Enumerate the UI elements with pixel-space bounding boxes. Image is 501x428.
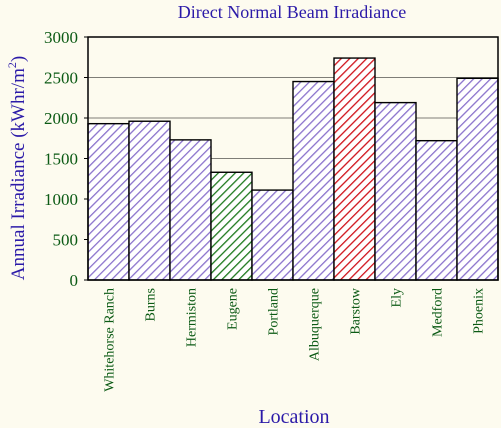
y-axis-label-text: Annual Irradiance (kWhr/m <box>8 68 29 280</box>
bar <box>415 139 458 281</box>
y-axis-label: Annual Irradiance (kWhr/m2) <box>5 56 29 280</box>
bar <box>128 120 171 281</box>
chart-title: Direct Normal Beam Irradiance <box>178 2 406 22</box>
bars-group <box>87 57 499 281</box>
bar <box>169 139 212 281</box>
y-tick-label: 1000 <box>44 190 78 209</box>
x-tick-label: Portland <box>267 288 282 335</box>
y-tick-label: 2500 <box>44 69 78 88</box>
y-tick-label: 500 <box>53 231 79 250</box>
bar <box>87 122 130 281</box>
x-tick-label: Burns <box>144 288 159 321</box>
bar <box>333 57 376 281</box>
x-tick-label: Eugene <box>226 288 241 330</box>
y-tick-label: 3000 <box>44 28 78 47</box>
x-tick-label: Medford <box>431 288 446 337</box>
x-tick-label: Barstow <box>349 287 364 335</box>
x-tick-label: Ely <box>390 288 405 307</box>
x-axis-label: Location <box>258 406 329 428</box>
x-tick-label: Whitehorse Ranch <box>103 288 118 392</box>
y-axis-label-superscript: 2 <box>5 62 19 68</box>
y-ticks: 0 500 1000 1500 2000 2500 3000 <box>44 28 88 290</box>
y-tick-label: 2000 <box>44 109 78 128</box>
bar <box>251 189 294 281</box>
x-tick-label: Albuquerque <box>308 288 323 361</box>
y-tick-label: 1500 <box>44 150 78 169</box>
bar <box>210 171 253 281</box>
x-tick-label: Hermiston <box>185 288 200 347</box>
x-ticks: Whitehorse Ranch Burns Hermiston Eugene Port… <box>103 287 487 392</box>
bar <box>292 80 335 281</box>
x-tick-label: Phoenix <box>472 288 487 334</box>
bar <box>456 77 499 281</box>
y-tick-label: 0 <box>70 271 79 290</box>
y-axis-label-close: ) <box>8 56 29 62</box>
bar <box>374 101 417 281</box>
